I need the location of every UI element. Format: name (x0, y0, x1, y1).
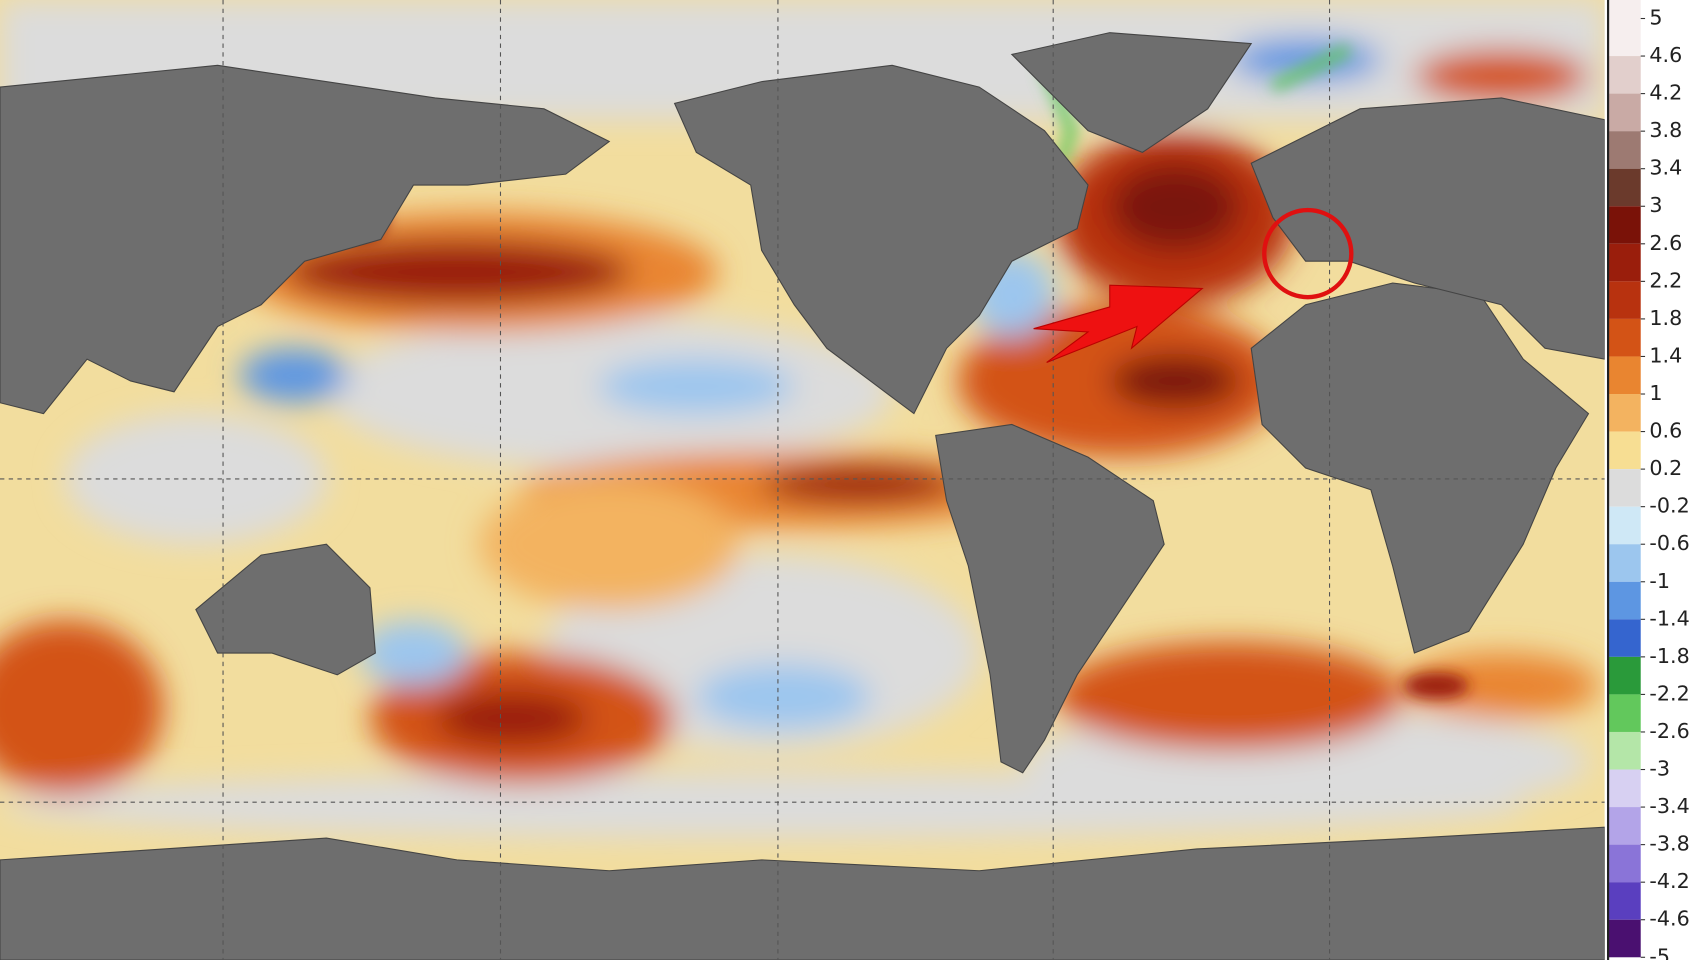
colorbar-label: -1.4 (1649, 606, 1689, 630)
colorbar-segment (1608, 731, 1641, 770)
colorbar-segment (1608, 844, 1641, 883)
colorbar-label: -4.6 (1649, 907, 1689, 931)
anomaly-field (0, 0, 1605, 839)
colorbar-label: 5 (1649, 6, 1662, 30)
colorbar-segment (1608, 656, 1641, 695)
colorbar-label: -5 (1649, 944, 1670, 960)
colorbar-label: -1 (1649, 569, 1670, 593)
colorbar-segment (1608, 93, 1641, 132)
colorbar-segment (1608, 619, 1641, 657)
colorbar-segment (1608, 318, 1641, 357)
colorbar-label: 1 (1649, 381, 1662, 405)
colorbar-label: 0.6 (1649, 419, 1682, 443)
colorbar-segment (1608, 469, 1641, 507)
colorbar-segment (1608, 243, 1641, 282)
colorbar-segment (1608, 356, 1641, 395)
map-area (0, 0, 1605, 960)
colorbar-segment (1608, 431, 1641, 470)
colorbar-label: 2.2 (1649, 268, 1682, 292)
colorbar-label: -3.4 (1649, 794, 1689, 818)
colorbar-segment (1608, 131, 1641, 169)
colorbar-segment (1608, 581, 1641, 620)
colorbar-label: 4.2 (1649, 81, 1682, 105)
pointer-arrow (1033, 284, 1204, 363)
colorbar-segment (1608, 168, 1641, 207)
colorbar-label: 1.8 (1649, 306, 1682, 330)
colorbar-segment (1608, 694, 1641, 732)
colorbar-segment (1608, 544, 1641, 582)
colorbar-label: 2.6 (1649, 231, 1682, 255)
colorbar-label: 3 (1649, 193, 1662, 217)
colorbar-label: -0.6 (1649, 531, 1689, 555)
colorbar-label: 0.2 (1649, 456, 1682, 480)
colorbar-label: 4.6 (1649, 43, 1682, 67)
colorbar-label: -2.2 (1649, 681, 1689, 705)
colorbar-segment (1608, 919, 1641, 958)
colorbar: 5 4.6 4.2 3.8 3.4 3 2.6 2.2 1.8 1.4 1 0.6 0.2 -0.2 -0.… (1606, 0, 1690, 960)
colorbar-label: -1.8 (1649, 644, 1689, 668)
colorbar-segment (1608, 882, 1641, 920)
graticule (0, 0, 1605, 960)
colorbar-segment (1608, 56, 1641, 94)
colorbar-label: -4.2 (1649, 869, 1689, 893)
colorbar-segment (1608, 807, 1641, 845)
colorbar-label: 3.4 (1649, 156, 1682, 180)
colorbar-label: 3.8 (1649, 118, 1682, 142)
colorbar-segment (1608, 394, 1641, 432)
colorbar-segment (1608, 769, 1641, 808)
colorbar-segment (1608, 206, 1641, 244)
colorbar-segment (1608, 506, 1641, 545)
colorbar-label: -3 (1649, 757, 1670, 781)
highlight-circle (1262, 207, 1354, 300)
colorbar-label: 1.4 (1649, 343, 1682, 367)
colorbar-segment (1608, 0, 1641, 57)
colorbar-label: -2.6 (1649, 719, 1689, 743)
colorbar-segment (1608, 281, 1641, 319)
colorbar-label: -0.2 (1649, 494, 1689, 518)
colorbar-label: -3.8 (1649, 832, 1689, 856)
